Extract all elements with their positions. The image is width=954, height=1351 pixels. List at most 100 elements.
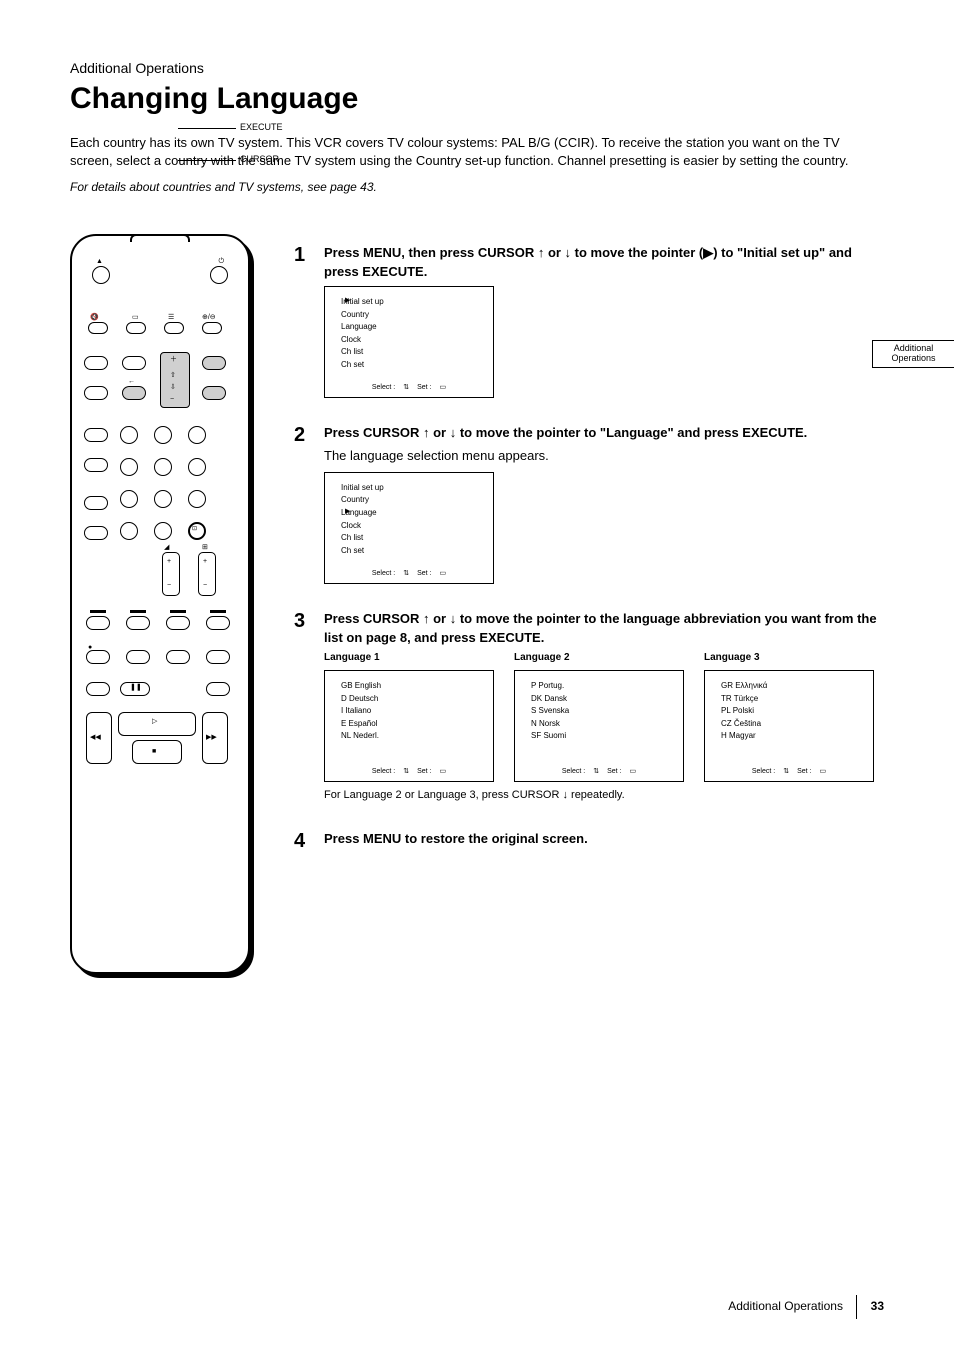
lang2-screen: P Portug. DK Dansk S Svenska N Norsk SF … xyxy=(514,670,684,782)
screen2-item-4: Ch list xyxy=(341,532,485,544)
rec-dot-icon: ● xyxy=(88,644,92,651)
screen2-item-3: Clock xyxy=(341,520,485,532)
updown-icon: ⇅ xyxy=(403,383,409,393)
l1-i4: NL Nederl. xyxy=(341,730,485,742)
remote-control-diagram: ▲ ⏻ 🔇 ▭ ☰ ⊕/⊖ xyxy=(70,234,250,974)
screen1-item-5: Ch set xyxy=(341,359,485,371)
screen2-item-5: Ch set xyxy=(341,545,485,557)
l3-i3: CZ Čeština xyxy=(721,718,865,730)
execute-button-top xyxy=(202,356,226,370)
screen2-item-0: Initial set up xyxy=(341,482,485,494)
side-tab: Additional Operations xyxy=(872,340,954,368)
updown-icon: ⇅ xyxy=(783,767,789,777)
display-button xyxy=(126,322,146,334)
cursor-label: CURSOR xyxy=(240,154,279,164)
l2-i0: P Portug. xyxy=(531,680,675,692)
bar-2 xyxy=(130,610,146,613)
digit-7 xyxy=(120,490,138,508)
play-icon: ▷ xyxy=(152,718,157,725)
enter-icon: ⊡ xyxy=(192,526,197,532)
step-2-title: Press CURSOR ↑ or ↓ to move the pointer … xyxy=(324,424,884,443)
func-oval-2 xyxy=(126,616,150,630)
step-2: 2 Press CURSOR ↑ or ↓ to move the pointe… xyxy=(294,424,884,584)
cursor-up-icon: ⇧ xyxy=(170,372,176,379)
x2-button xyxy=(206,682,230,696)
vol-plus-icon: + xyxy=(167,558,171,565)
lang1-caption: Language 1 xyxy=(324,651,494,666)
lang1-screen: GB English D Deutsch I Italiano E Españo… xyxy=(324,670,494,782)
leader-cursor xyxy=(178,160,236,161)
eject-icon: ▲ xyxy=(96,258,103,265)
digit-3 xyxy=(188,426,206,444)
screen1-item-1: Country xyxy=(341,309,485,321)
tape-oval-4 xyxy=(206,650,230,664)
vol-minus-icon: − xyxy=(167,582,171,589)
side-oval-5 xyxy=(84,496,108,510)
cursor-down-icon: ⇩ xyxy=(170,384,176,391)
updown-icon: ⇅ xyxy=(403,569,409,579)
rew-icon: ◀◀ xyxy=(90,734,101,741)
page-number: 33 xyxy=(871,1299,884,1313)
leader-execute xyxy=(178,128,236,129)
screen1-item-2: Language xyxy=(341,321,485,333)
updown-icon: ⇅ xyxy=(593,767,599,777)
see-also: For details about countries and TV syste… xyxy=(70,180,884,194)
prog-plus-icon: + xyxy=(203,558,207,565)
bar-4 xyxy=(210,610,226,613)
digit-dash xyxy=(120,522,138,540)
execute-button-bot xyxy=(202,386,226,400)
step-1-title: Press MENU, then press CURSOR ↑ or ↓ to … xyxy=(324,244,884,282)
updown-icon: ⇅ xyxy=(403,767,409,777)
l3-i2: PL Polski xyxy=(721,705,865,717)
pause-icon: ❚❚ xyxy=(130,684,142,691)
step-3-title: Press CURSOR ↑ or ↓ to move the pointer … xyxy=(324,610,884,648)
screen2-foot-set: Set : xyxy=(417,569,431,579)
prog-icon: ⊞ xyxy=(202,544,208,551)
page-title: Changing Language xyxy=(70,82,884,116)
menu-oval xyxy=(122,356,146,370)
execute-foot-icon: ▭ xyxy=(440,569,447,579)
cursor-minus-icon: − xyxy=(170,396,174,403)
digit-5 xyxy=(154,458,172,476)
tape-oval-3 xyxy=(166,650,190,664)
stop-button xyxy=(132,740,182,764)
step-4: 4 Press MENU to restore the original scr… xyxy=(294,830,884,853)
l1-i0: GB English xyxy=(341,680,485,692)
side-oval-2 xyxy=(84,386,108,400)
cursor-left-button xyxy=(122,386,146,400)
eject-button xyxy=(92,266,110,284)
stop-icon: ■ xyxy=(152,748,156,755)
prog-minus-icon: − xyxy=(203,582,207,589)
power-icon: ⏻ xyxy=(218,258,224,265)
lang3-screen: GR Ελληνικά TR Türkçe PL Polski CZ Češti… xyxy=(704,670,874,782)
digit-0 xyxy=(154,522,172,540)
step-1: 1 Press MENU, then press CURSOR ↑ or ↓ t… xyxy=(294,244,884,398)
cursor-left-icon: ← xyxy=(128,378,135,385)
screen1-foot-set: Set : xyxy=(417,383,431,393)
l2-i3: N Norsk xyxy=(531,718,675,730)
ff-icon: ▶▶ xyxy=(206,734,217,741)
amoni-button xyxy=(164,322,184,334)
step-1-number: 1 xyxy=(294,244,314,398)
execute-foot-icon: ▭ xyxy=(440,383,447,393)
execute-foot-icon: ▭ xyxy=(440,767,447,777)
screen1-foot-select: Select : xyxy=(372,383,395,393)
lang3-caption: Language 3 xyxy=(704,651,874,666)
step-2-screen: Initial set up Country Language Clock Ch… xyxy=(324,472,494,584)
bar-3 xyxy=(170,610,186,613)
digit-2 xyxy=(154,426,172,444)
side-oval-6 xyxy=(84,526,108,540)
l2-i4: SF Suomi xyxy=(531,730,675,742)
digit-6 xyxy=(188,458,206,476)
section-eyebrow: Additional Operations xyxy=(70,60,884,76)
screen1-item-0: Initial set up xyxy=(341,296,485,308)
intro-paragraph: Each country has its own TV system. This… xyxy=(70,134,860,170)
mute-icon: 🔇 xyxy=(90,314,99,321)
cursor-plus-icon: ＋ xyxy=(170,356,177,363)
tape-oval-2 xyxy=(126,650,150,664)
screen2-item-2: Language xyxy=(341,507,485,519)
side-oval-3 xyxy=(84,428,108,442)
slow-button xyxy=(86,682,110,696)
l3-i0: GR Ελληνικά xyxy=(721,680,865,692)
l1-i2: I Italiano xyxy=(341,705,485,717)
